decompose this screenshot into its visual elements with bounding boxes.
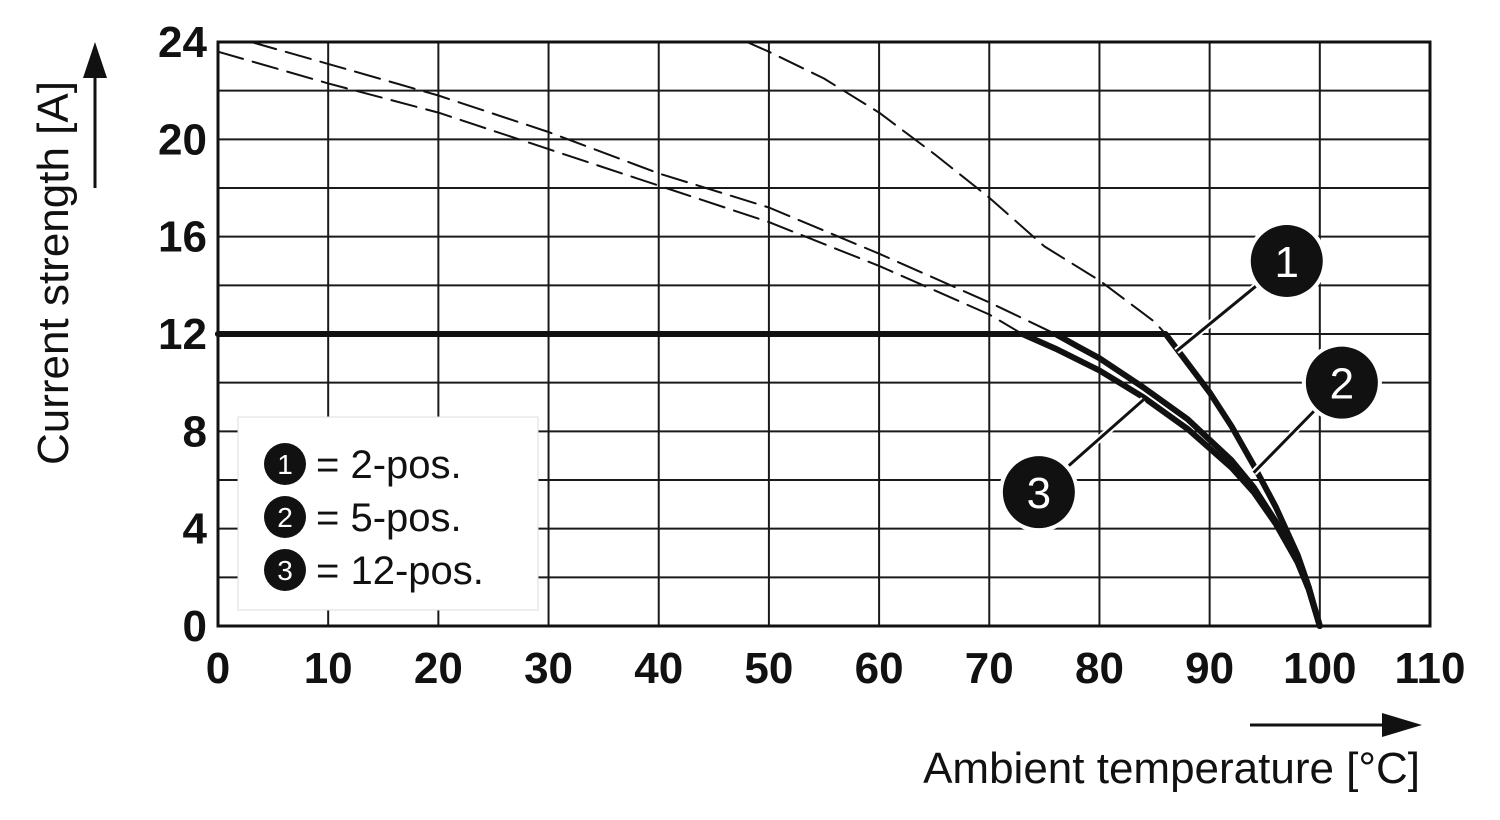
legend-entry: 1 = 2-pos. [264,443,462,487]
callout-badge [1002,456,1075,529]
x-tick-label: 70 [965,644,1014,693]
legend-marker-badge [264,496,306,538]
legend-marker-number: 3 [277,555,293,586]
series-line-2-dashed [250,41,1057,335]
y-tick-label: 20 [158,115,207,164]
callout-badge [1250,225,1323,297]
legend-entry: 3 = 12-pos. [264,549,484,593]
series-line-3-solid [215,331,1323,629]
legend-label: = 2-pos. [316,443,462,487]
x-tick-label: 0 [206,644,230,693]
legend-marker-badge [264,443,306,485]
x-tick-label: 100 [1283,644,1356,693]
callout-leader-line [1175,285,1257,353]
y-tick-label: 8 [183,407,207,456]
x-tick-label: 90 [1185,644,1234,693]
y-tick-label: 12 [158,310,207,359]
callout-badge-number: 3 [1027,469,1051,518]
callout-3: 3 [998,397,1146,533]
x-tick-label: 10 [304,644,353,693]
x-tick-label: 60 [855,644,904,693]
callout-badge [1305,346,1378,419]
callout-2: 2 [1251,342,1382,476]
series-line-1-dashed [745,41,1167,335]
x-axis-arrow-icon [1250,713,1422,737]
legend-label: = 5-pos. [316,496,462,540]
x-tick-label: 110 [1395,644,1466,693]
y-tick-label: 16 [158,213,207,262]
callouts: 1 2 3 [998,221,1382,533]
legend-marker-number: 2 [277,502,293,533]
y-axis-label: Current strength [A] [29,81,78,465]
callout-badge-number: 1 [1275,238,1299,287]
legend-marker-badge [264,549,306,591]
y-axis-arrow-icon [83,42,107,188]
legend-marker-number: 1 [277,449,293,480]
x-tick-label: 40 [634,644,683,693]
x-tick-label: 30 [524,644,573,693]
legend-entry: 2 = 5-pos. [264,496,462,540]
callout-leader-line [1067,398,1145,467]
plot-frame [216,40,1432,628]
callout-leader-line [1252,410,1315,474]
callout-badge-number: 2 [1330,360,1354,409]
callout-1: 1 [1174,221,1327,354]
x-tick-label: 50 [744,644,793,693]
y-tick-label: 24 [158,18,207,67]
y-tick-label: 4 [183,505,208,554]
x-tick-label: 20 [414,644,463,693]
x-tick-label: 80 [1075,644,1124,693]
legend-label: = 12-pos. [316,549,484,593]
legend: 1 = 2-pos. 2 = 5-pos. 3 = 12-pos. [237,416,539,611]
x-axis-label: Ambient temperature [°C] [923,744,1420,793]
y-tick-label: 0 [183,602,207,651]
axes [216,40,1432,628]
series-line-3-dashed [217,50,1024,335]
